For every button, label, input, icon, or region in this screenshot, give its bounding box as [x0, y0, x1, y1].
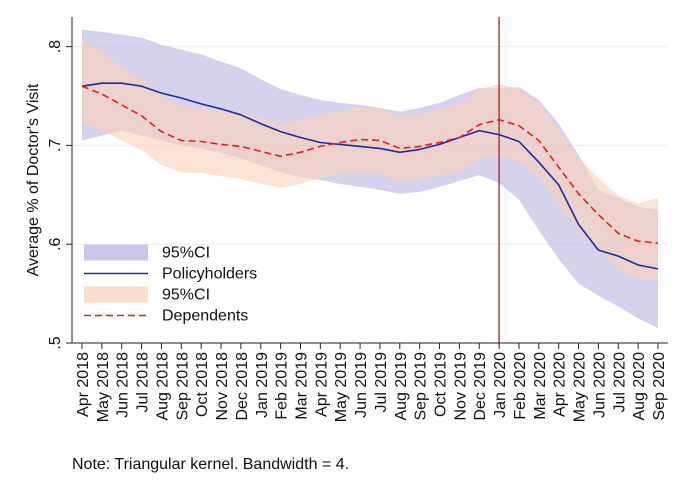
x-tick-label: Jul 2019	[373, 352, 390, 413]
confidence-bands	[82, 29, 658, 329]
series-line-dependents	[81, 85, 659, 244]
y-tick-label: .8	[47, 40, 64, 53]
x-tick-label: Oct 2019	[433, 352, 450, 417]
y-tick-label: .7	[47, 139, 64, 152]
x-tick-label: Aug 2020	[631, 352, 648, 421]
x-tick-label: Apr 2018	[75, 352, 92, 417]
legend: 95%CI Policyholders 95%CI Dependents	[84, 244, 257, 325]
legend-swatch-band	[84, 286, 148, 303]
x-tick-label: Apr 2019	[313, 352, 330, 417]
x-tick-label: Jun 2020	[591, 352, 608, 418]
ci-band-dependents	[82, 38, 658, 282]
series-lines	[81, 82, 659, 270]
y-axis-title: Average % of Doctor's Visit	[25, 83, 42, 276]
x-tick-label: Dec 2019	[472, 352, 489, 421]
y-axis-title-group: Average % of Doctor's Visit	[25, 83, 42, 276]
x-tick-label: Oct 2018	[194, 352, 211, 417]
legend-swatch-band	[84, 244, 148, 261]
x-tick-label: Jun 2018	[115, 352, 132, 418]
x-tick-label: Mar 2019	[293, 352, 310, 420]
chart-note: Note: Triangular kernel. Bandwidth = 4.	[72, 456, 350, 473]
x-tick-label: Feb 2020	[512, 352, 529, 420]
x-tick-label: May 2020	[572, 352, 589, 422]
x-tick-label: Dec 2018	[234, 352, 251, 421]
axes	[71, 17, 668, 344]
x-tick-label: Mar 2020	[532, 352, 549, 420]
x-tick-label: Jan 2020	[492, 352, 509, 418]
x-tick-label: Aug 2019	[393, 352, 410, 421]
x-ticks: Apr 2018 May 2018 Jun 2018 Jul 2018 Aug 2018…	[75, 343, 668, 422]
x-tick-label: Nov 2018	[214, 352, 231, 421]
x-tick-label: Jul 2018	[135, 352, 152, 413]
x-tick-label: Sep 2018	[174, 352, 191, 421]
x-tick-label: Jun 2019	[353, 352, 370, 418]
y-ticks: .5 .6 .7 .8	[47, 40, 72, 350]
legend-label: 95%CI	[162, 245, 210, 262]
x-tick-label: Jan 2019	[254, 352, 271, 418]
series-line-policyholders	[81, 82, 659, 270]
x-tick-label: Apr 2020	[552, 352, 569, 417]
x-tick-label: Jul 2020	[611, 352, 628, 413]
x-tick-label: May 2019	[333, 352, 350, 422]
x-tick-label: Nov 2019	[452, 352, 469, 421]
legend-label: Policyholders	[162, 266, 257, 283]
x-tick-label: Feb 2019	[274, 352, 291, 420]
y-tick-label: .6	[47, 237, 64, 250]
legend-label: Dependents	[162, 308, 248, 325]
x-tick-label: Aug 2018	[154, 352, 171, 421]
x-tick-label: May 2018	[95, 352, 112, 422]
y-tick-label: .5	[47, 336, 64, 349]
x-tick-label: Sep 2019	[413, 352, 430, 421]
legend-label: 95%CI	[162, 287, 210, 304]
x-tick-label: Sep 2020	[651, 352, 668, 421]
